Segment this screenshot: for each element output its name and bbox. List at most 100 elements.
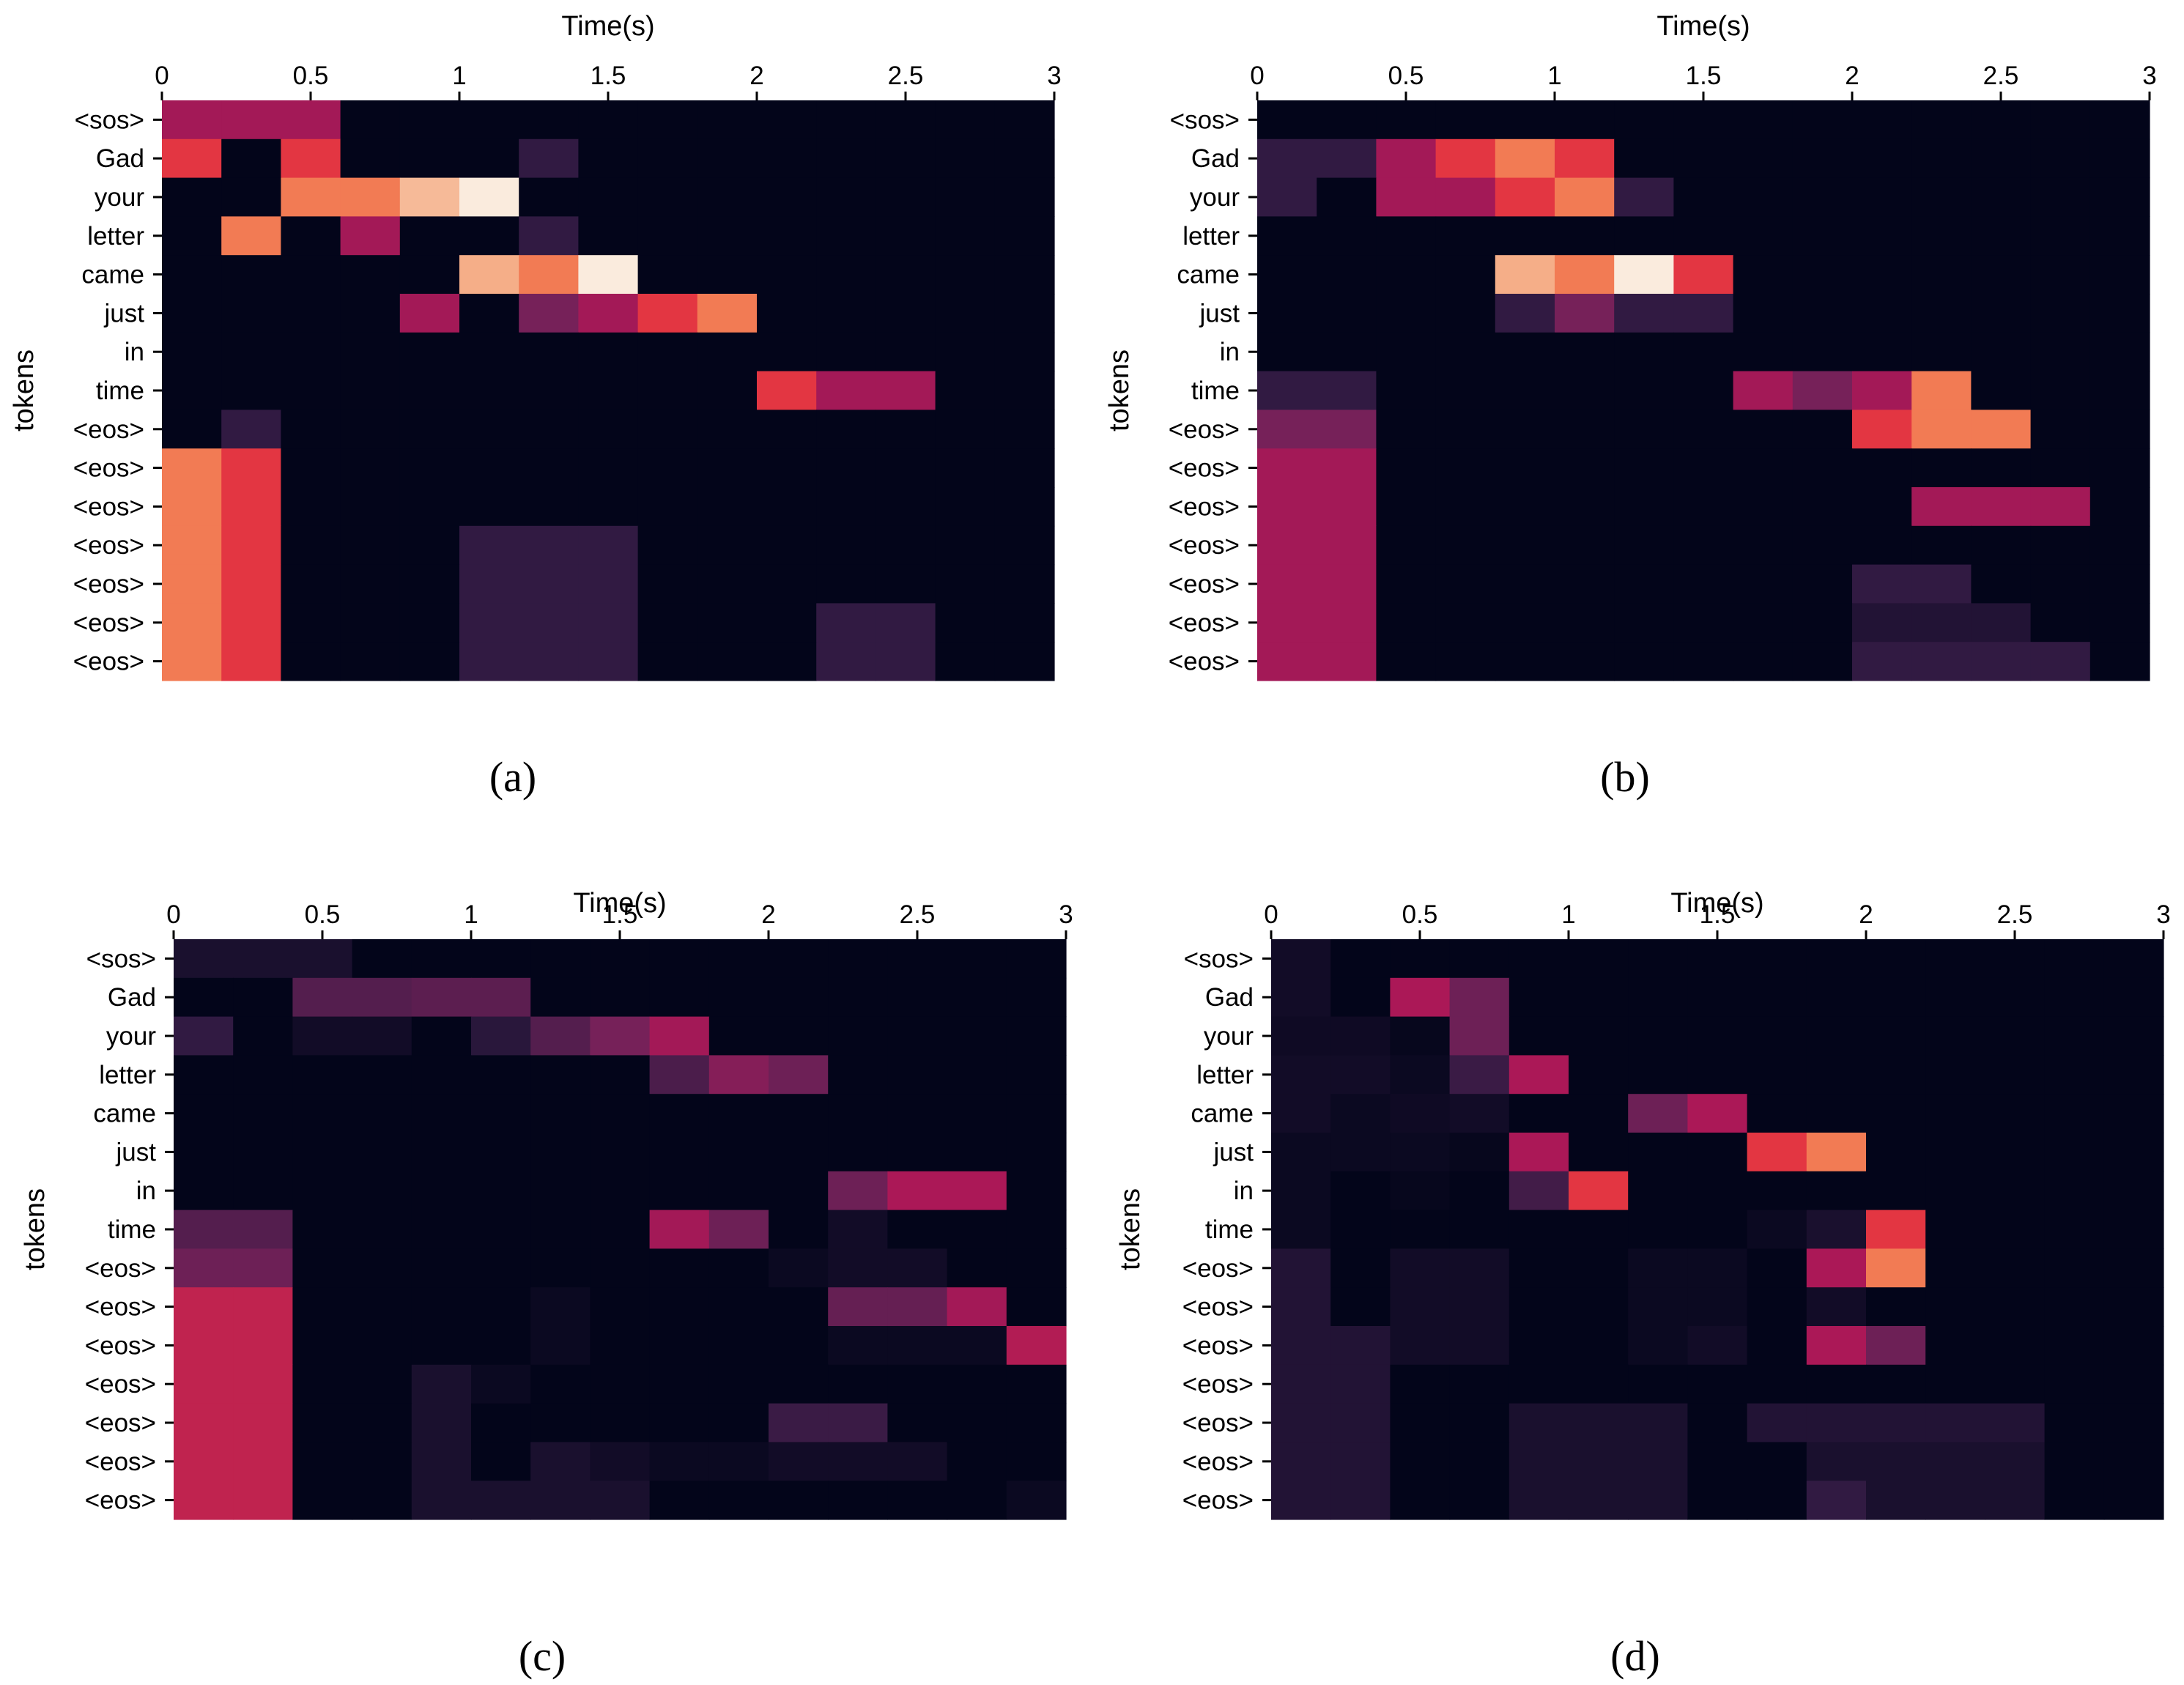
heatmap-cell-3-3 [1449,1055,1510,1095]
heatmap-cell-2-12 [1985,1016,2046,1056]
heatmap-cell-9-1 [1330,1287,1391,1327]
y-tick-label-6: in [125,338,144,366]
heatmap-cell-14-11 [1925,1481,1985,1520]
heatmap-cell-0-7 [578,100,639,140]
heatmap-cell-6-4 [399,332,460,372]
heatmap-cell-8-5 [1569,1248,1629,1288]
heatmap-cell-8-7 [1673,410,1734,449]
heatmap-cell-5-2 [292,1133,353,1172]
heatmap-cell-2-13 [2044,1016,2105,1056]
heatmap-cell-4-12 [1971,255,2032,295]
heatmap-cell-14-11 [1911,642,1972,681]
heatmap-cell-9-5 [1569,1287,1629,1327]
heatmap-cell-9-14 [2089,448,2150,488]
y-tick-label-2: your [106,1022,156,1051]
heatmap-cell-5-12 [887,1133,948,1172]
heatmap-cell-3-11 [828,1055,888,1095]
heatmap-cell-1-8 [1733,138,1794,179]
heatmap-cell-11-13 [2030,525,2091,566]
y-tick-label-7: time [96,377,144,405]
x-tick-label-4: 2 [749,62,763,90]
heatmap-cell-3-6 [1614,216,1674,256]
heatmap-cell-8-12 [1985,1248,2046,1288]
heatmap-cell-7-10 [1866,1210,1926,1249]
heatmap-cell-3-0 [1257,216,1317,256]
heatmap-cell-9-9 [697,448,758,488]
heatmap-cell-2-4 [1509,1016,1569,1056]
heatmap-cell-2-5 [459,177,519,217]
heatmap-cell-11-10 [757,525,817,566]
heatmap-cell-2-4 [1495,177,1555,217]
x-tick-label-0: 0 [166,900,180,929]
heatmap-cell-3-1 [1317,216,1377,256]
heatmap-cell-12-1 [1317,564,1377,604]
heatmap-cell-13-12 [876,603,936,642]
heatmap-cell-8-3 [1435,410,1496,449]
heatmap-cell-4-0 [174,1094,234,1133]
heatmap-cell-7-13 [2044,1210,2105,1249]
heatmap-cell-8-11 [816,410,876,449]
heatmap-cell-12-0 [1271,1403,1331,1443]
heatmap-cell-12-2 [1390,1403,1451,1443]
heatmap-cell-11-0 [162,525,222,566]
heatmap-cell-3-10 [757,216,817,256]
heatmap-cell-0-12 [876,100,936,140]
heatmap-cell-5-10 [1866,1133,1926,1172]
heatmap-cell-11-3 [352,1364,412,1404]
heatmap-cell-8-13 [2044,1248,2105,1288]
y-tick-label-13: <eos> [85,1448,156,1476]
heatmap-cell-3-5 [459,216,519,256]
heatmap-cell-7-6 [1614,371,1674,410]
heatmap-cell-2-3 [1435,177,1496,217]
heatmap-cell-13-9 [708,1442,769,1481]
heatmap-cell-9-9 [1806,1287,1867,1327]
y-tick-label-12: <eos> [73,570,144,599]
heatmap-cell-13-13 [947,1442,1007,1481]
x-tick-label-6: 3 [1059,900,1073,929]
heatmap-cell-3-10 [769,1055,829,1095]
heatmap-cell-11-12 [1985,1364,2046,1404]
heatmap-cell-5-5 [471,1133,531,1172]
heatmap-cell-3-6 [519,216,579,256]
heatmap-cell-0-10 [1866,939,1926,979]
heatmap-cell-1-8 [649,977,710,1018]
heatmap-cell-11-7 [590,1364,651,1404]
heatmap-cell-12-14 [994,564,1055,604]
heatmap-cell-11-1 [233,1364,293,1404]
heatmap-cell-10-6 [519,487,579,527]
heatmap-cell-2-2 [1390,1016,1451,1056]
y-tick-label-5: just [104,299,145,327]
heatmap-cell-2-0 [174,1016,234,1056]
heatmap-cell-6-13 [2030,332,2091,372]
heatmap-cell-7-2 [1376,371,1437,410]
heatmap-cell-8-10 [1852,410,1912,449]
heatmap-cell-5-5 [459,294,519,333]
heatmap-cell-6-5 [1555,332,1615,372]
heatmap-cell-9-1 [233,1287,293,1327]
heatmap-cell-13-14 [2103,1442,2164,1481]
heatmap-cell-11-3 [1449,1364,1510,1404]
heatmap-cell-9-11 [828,1287,888,1327]
heatmap-cell-6-14 [2089,332,2150,372]
heatmap-cell-3-7 [590,1055,651,1095]
heatmap-cell-0-6 [530,939,591,979]
heatmap-cell-7-2 [281,371,341,410]
heatmap-cell-0-13 [2030,100,2091,140]
heatmap-cell-0-10 [1852,100,1912,140]
x-tick-label-0: 0 [1264,900,1278,929]
heatmap-cell-14-12 [887,1481,948,1520]
x-tick-label-5: 2.5 [1997,900,2033,929]
heatmap-cell-3-4 [1509,1055,1569,1095]
heatmap-cell-12-7 [590,1403,651,1443]
heatmap-cell-10-2 [292,1326,353,1366]
heatmap-cell-10-9 [697,487,758,527]
heatmap-cell-14-4 [411,1481,472,1520]
y-tick-label-6: in [136,1177,156,1205]
heatmap-cell-11-14 [994,525,1055,566]
heatmap-cell-8-4 [1495,410,1555,449]
heatmap-cell-10-11 [1911,487,1972,527]
heatmap-cell-2-14 [994,177,1055,217]
heatmap-cell-0-9 [1806,939,1867,979]
heatmap-cell-4-4 [411,1094,472,1133]
heatmap-cell-10-5 [459,487,519,527]
